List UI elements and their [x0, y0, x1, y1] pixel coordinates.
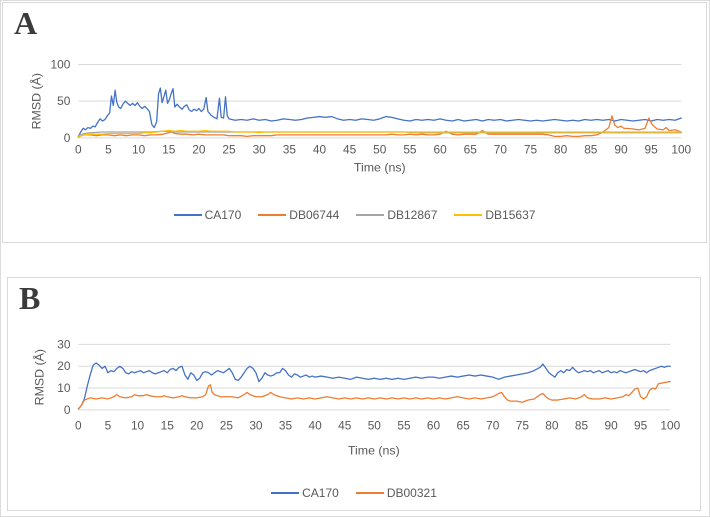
panel-a-label: A — [14, 5, 38, 41]
chart-b-legend: CA170 DB00321 — [8, 486, 700, 500]
panel-b: B 0 10 20 30 0 5 10 15 20 25 30 35 40 45 50 55 60 65 70 75 8… — [7, 277, 701, 511]
y-tick-label: 0 — [64, 403, 71, 417]
x-tick-label: 5 — [105, 143, 112, 157]
legend-swatch-CA170 — [271, 492, 300, 494]
x-tick-label: 90 — [614, 143, 628, 157]
legend-item-DB06744: DB06744 — [258, 208, 339, 222]
x-tick-label: 55 — [403, 143, 417, 157]
x-tick-label: 25 — [220, 419, 234, 433]
y-axis-title: RMSD (Å) — [32, 349, 47, 405]
legend-swatch-DB00321 — [355, 492, 384, 494]
x-tick-label: 5 — [105, 419, 112, 433]
y-tick-label: 50 — [57, 94, 71, 108]
series-line-CA170 — [77, 87, 682, 138]
x-tick-label: 85 — [575, 419, 589, 433]
x-tick-label: 20 — [190, 419, 204, 433]
x-tick-label: 80 — [554, 143, 568, 157]
legend-item-DB15637: DB15637 — [454, 208, 535, 222]
x-tick-label: 70 — [486, 419, 500, 433]
legend-label: DB15637 — [485, 208, 536, 222]
x-tick-label: 95 — [645, 143, 659, 157]
x-tick-label: 65 — [457, 419, 471, 433]
y-tick-label: 10 — [57, 381, 71, 395]
x-tick-label: 10 — [132, 143, 146, 157]
x-tick-label: 30 — [253, 143, 267, 157]
legend-swatch-DB15637 — [454, 214, 483, 216]
series-line-CA170 — [77, 362, 671, 410]
legend-swatch-DB06744 — [258, 214, 287, 216]
series-line-DB06744 — [77, 115, 682, 138]
x-tick-label: 20 — [192, 143, 206, 157]
x-tick-label: 100 — [660, 419, 680, 433]
series-line-DB00321 — [77, 380, 671, 410]
x-tick-label: 85 — [584, 143, 598, 157]
panel-a: A 0 50 100 0 5 10 15 20 25 30 35 40 45 50 55 60 65 70 75 80… — [2, 2, 707, 243]
x-tick-label: 10 — [131, 419, 145, 433]
x-tick-label: 45 — [338, 419, 352, 433]
series-line-DB15637 — [77, 129, 682, 138]
x-tick-label: 35 — [279, 419, 293, 433]
x-tick-label: 25 — [222, 143, 236, 157]
x-tick-label: 45 — [343, 143, 357, 157]
x-axis-title: Time (ns) — [348, 443, 400, 457]
panel-b-label: B — [19, 280, 41, 316]
legend-label: DB12867 — [387, 208, 438, 222]
x-tick-label: 60 — [427, 419, 441, 433]
x-tick-label: 30 — [249, 419, 263, 433]
legend-label: CA170 — [302, 486, 339, 500]
x-tick-label: 75 — [524, 143, 538, 157]
legend-item-DB00321: DB00321 — [355, 486, 437, 500]
y-tick-label: 100 — [51, 57, 71, 71]
x-tick-label: 50 — [368, 419, 382, 433]
legend-label: CA170 — [204, 208, 242, 222]
legend-label: DB00321 — [386, 486, 437, 500]
legend-swatch-CA170 — [173, 214, 202, 216]
x-tick-label: 40 — [309, 419, 323, 433]
x-tick-label: 50 — [373, 143, 387, 157]
x-tick-label: 90 — [604, 419, 618, 433]
legend-swatch-DB12867 — [356, 214, 385, 216]
x-tick-label: 0 — [75, 143, 82, 157]
x-tick-label: 60 — [433, 143, 447, 157]
x-tick-label: 65 — [464, 143, 478, 157]
x-tick-label: 100 — [671, 143, 691, 157]
legend-item-CA170: CA170 — [173, 208, 242, 222]
x-tick-label: 70 — [494, 143, 508, 157]
y-tick-label: 0 — [64, 131, 71, 145]
x-axis-title: Time (ns) — [354, 161, 406, 175]
legend-label: DB06744 — [289, 208, 340, 222]
x-tick-label: 15 — [161, 419, 175, 433]
y-tick-label: 20 — [57, 359, 71, 373]
x-tick-label: 80 — [545, 419, 559, 433]
legend-item-CA170: CA170 — [271, 486, 339, 500]
x-tick-label: 95 — [634, 419, 648, 433]
x-tick-label: 35 — [283, 143, 297, 157]
x-tick-label: 75 — [516, 419, 530, 433]
legend-item-DB12867: DB12867 — [356, 208, 437, 222]
y-axis-title: RMSD (Å) — [29, 73, 44, 129]
x-tick-label: 0 — [75, 419, 82, 433]
chart-a-legend: CA170 DB06744 DB12867 DB15637 — [3, 208, 706, 222]
x-tick-label: 40 — [313, 143, 327, 157]
chart-a-plot: 0 50 100 0 5 10 15 20 25 30 35 40 45 50 55 60 65 70 75 80 85… — [29, 57, 692, 175]
chart-b-plot: 0 10 20 30 0 5 10 15 20 25 30 35 40 45 50 55 60 65 70 75 80 8… — [32, 337, 681, 457]
y-tick-label: 30 — [57, 337, 71, 351]
x-tick-label: 55 — [397, 419, 411, 433]
x-tick-label: 15 — [162, 143, 176, 157]
